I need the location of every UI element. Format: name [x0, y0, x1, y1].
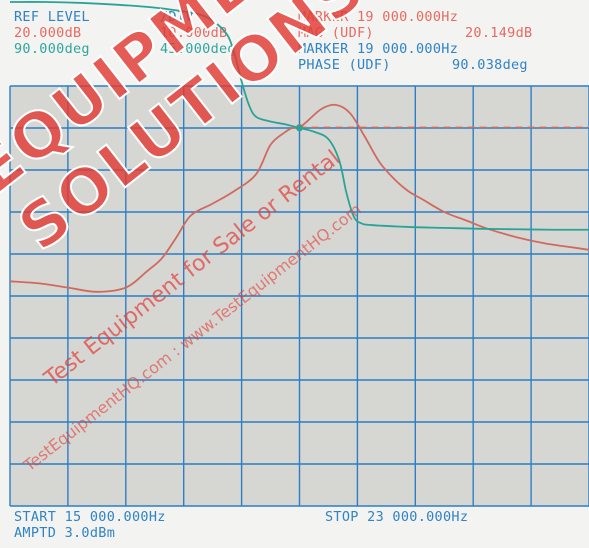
traces — [9, 1, 589, 293]
magnitude-readout-value: 20.149dB — [465, 25, 533, 41]
phase-readout-value: 90.038deg — [452, 57, 528, 73]
marker-frequency-magnitude: MARKER 19 000.000Hz — [298, 9, 459, 25]
phase-trace — [9, 1, 589, 231]
ref-level-phase: 90.000deg — [14, 41, 90, 57]
phase-readout-label: PHASE (UDF) — [298, 57, 391, 73]
magnitude-trace — [9, 103, 589, 293]
div-label: /DIV — [160, 9, 194, 25]
marker-frequency-phase: MARKER 19 000.000Hz — [298, 41, 459, 57]
stop-frequency: STOP 23 000.000Hz — [325, 509, 469, 525]
phase-marker-point — [296, 124, 303, 132]
div-magnitude: 10.000dB — [160, 25, 228, 41]
magnitude-readout-label: MAG (UDF) — [298, 25, 374, 41]
source-amplitude: AMPTD 3.0dBm — [14, 525, 116, 541]
ref-level-label: REF LEVEL — [14, 9, 90, 25]
div-phase: 45.000deg — [160, 41, 236, 57]
grid — [9, 85, 589, 507]
ref-level-magnitude: 20.000dB — [14, 25, 82, 41]
start-frequency: START 15 000.000Hz — [14, 509, 166, 525]
